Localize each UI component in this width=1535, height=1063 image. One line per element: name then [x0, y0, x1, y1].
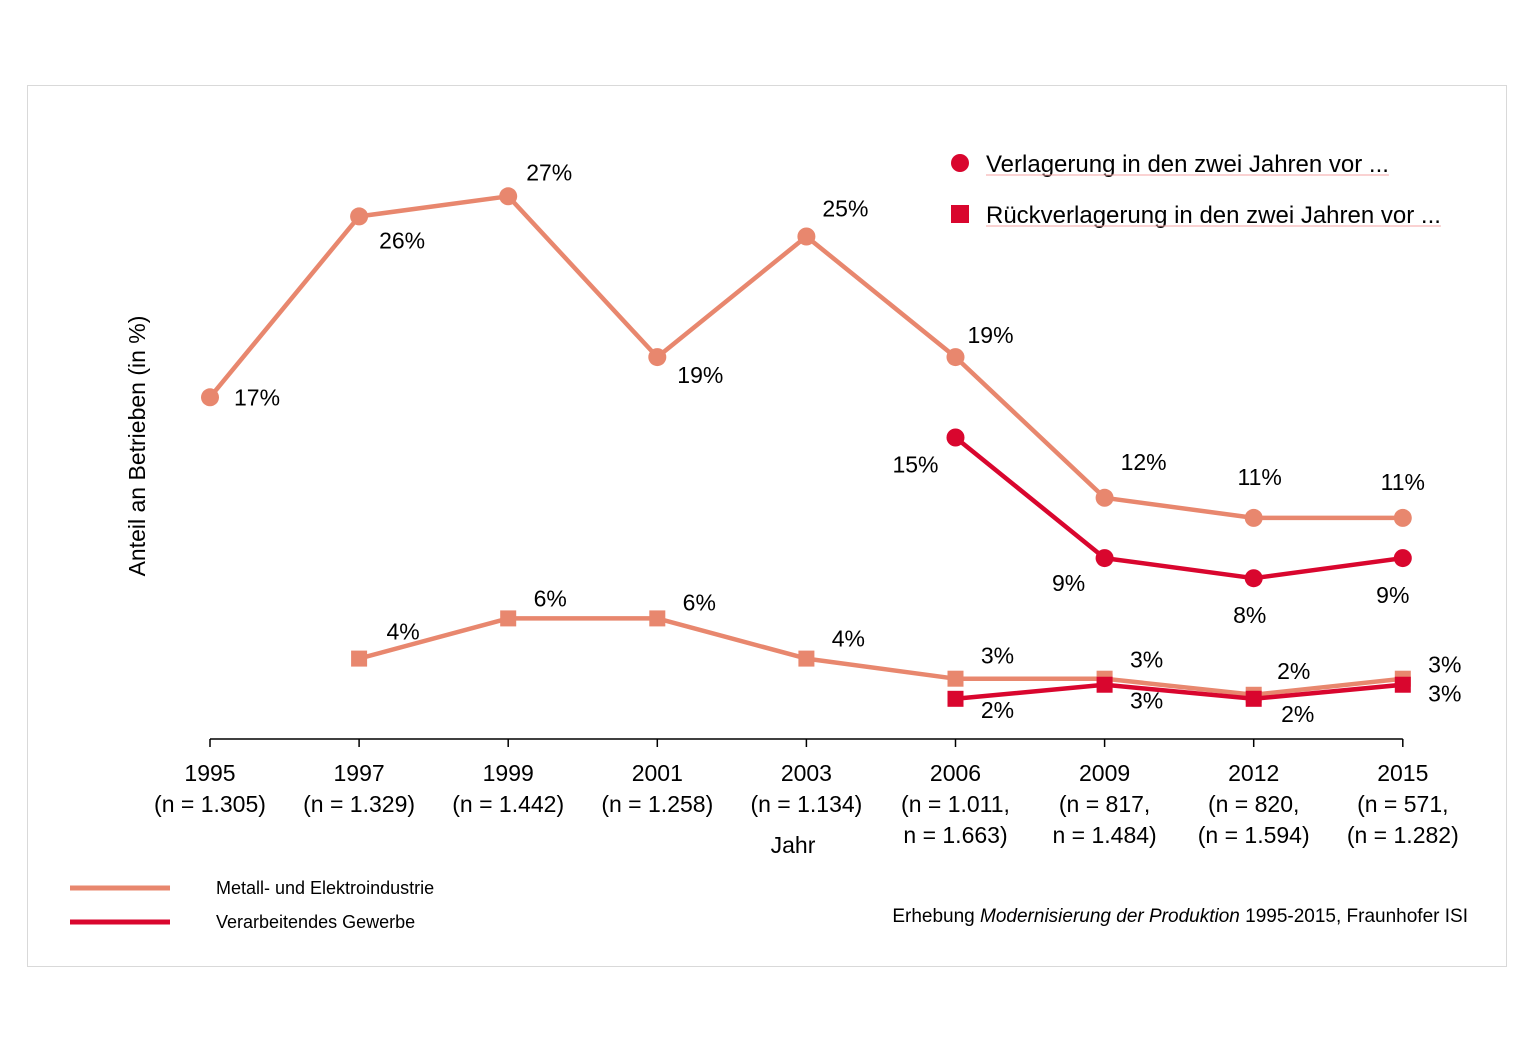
- legend-circle-marker: [951, 154, 969, 172]
- data-label-vg_rueck: 3%: [1130, 688, 1163, 714]
- data-label-me_rueck: 6%: [534, 585, 567, 611]
- x-tick-label: 2003 (n = 1.134): [750, 760, 862, 817]
- data-point-vg_rueck: [947, 690, 964, 707]
- legend-line-label: Verarbeitendes Gewerbe: [216, 912, 415, 932]
- x-tick-label-line: n = 1.663): [903, 822, 1007, 848]
- data-label-vg_verl: 9%: [1052, 570, 1085, 596]
- x-tick-label-line: 2003: [781, 760, 832, 786]
- legend-industries: Metall- und Elektroindustrie Verarbeitend…: [70, 878, 434, 932]
- x-tick-label-line: (n = 1.329): [303, 791, 415, 817]
- x-axis-title: Jahr: [771, 832, 816, 858]
- data-point-vg_rueck: [1245, 690, 1262, 707]
- data-label-me_verl: 19%: [968, 322, 1014, 348]
- x-tick-label: 2006 (n = 1.011, n = 1.663): [901, 760, 1010, 848]
- data-label-me_rueck: 3%: [1428, 652, 1461, 678]
- data-point-me_verl: [1095, 488, 1114, 507]
- data-label-me_verl: 11%: [1381, 469, 1425, 495]
- data-labels: 17% 26% 27% 19% 25% 19% 12% 11% 11% 15% 9% 8% 9% 4% 6%…: [234, 159, 1461, 727]
- x-tick-label-line: 2012: [1228, 760, 1279, 786]
- data-point-vg_verl: [946, 428, 965, 447]
- data-point-vg_rueck: [1096, 676, 1113, 693]
- x-tick-label-line: (n = 1.258): [601, 791, 713, 817]
- y-axis-title: Anteil an Betrieben (in %): [124, 316, 150, 577]
- x-tick-label-line: 2006: [930, 760, 981, 786]
- data-point-me_verl: [1393, 508, 1412, 527]
- data-label-me_rueck: 4%: [386, 619, 419, 645]
- data-label-vg_rueck: 3%: [1428, 681, 1461, 707]
- data-point-me_verl: [350, 207, 369, 226]
- data-point-me_verl: [946, 348, 965, 367]
- x-tick-labels: 1995 (n = 1.305) 1997 (n = 1.329) 1999 (n = 1…: [154, 760, 1459, 848]
- x-tick-label: 2009 (n = 817, n = 1.484): [1052, 760, 1156, 848]
- chart-frame: [27, 85, 1507, 967]
- data-label-me_rueck: 6%: [683, 589, 716, 615]
- series-layer: [201, 187, 1412, 707]
- x-tick-label: 1997 (n = 1.329): [303, 760, 415, 817]
- x-tick-label-line: (n = 1.594): [1198, 822, 1310, 848]
- data-point-me_verl: [648, 348, 667, 367]
- x-tick-label-line: (n = 1.282): [1347, 822, 1459, 848]
- x-axis: [209, 738, 1404, 747]
- legend-marker-label: Rückverlagerung in den zwei Jahren vor .…: [986, 202, 1441, 229]
- x-tick-label-line: (n = 1.305): [154, 791, 266, 817]
- data-point-me_rueck: [500, 610, 517, 627]
- data-point-vg_verl: [1393, 549, 1412, 568]
- series-line-vg_rueck: [955, 682, 1404, 702]
- data-label-me_verl: 11%: [1238, 464, 1282, 490]
- data-label-vg_rueck: 2%: [1281, 701, 1314, 727]
- data-point-vg_verl: [1095, 549, 1114, 568]
- data-point-me_verl: [1244, 508, 1263, 527]
- data-label-me_verl: 12%: [1121, 449, 1167, 475]
- x-tick-label-line: 1997: [334, 760, 385, 786]
- data-label-me_rueck: 3%: [981, 643, 1014, 669]
- data-label-me_rueck: 2%: [1277, 658, 1310, 684]
- x-tick-label-line: (n = 820,: [1208, 791, 1299, 817]
- data-point-vg_verl: [1244, 569, 1263, 588]
- x-tick-label-line: 1999: [483, 760, 534, 786]
- data-label-me_rueck: 3%: [1130, 647, 1163, 673]
- x-tick-label-line: (n = 571,: [1357, 791, 1448, 817]
- data-point-me_verl: [201, 388, 219, 407]
- data-label-me_verl: 26%: [379, 227, 425, 253]
- data-point-vg_rueck: [1394, 676, 1411, 693]
- x-tick-label: 2015 (n = 571, (n = 1.282): [1347, 760, 1459, 848]
- data-point-me_verl: [797, 227, 816, 246]
- data-label-me_verl: 19%: [677, 362, 723, 388]
- legend-marker-label: Verlagerung in den zwei Jahren vor ...: [986, 151, 1389, 178]
- data-label-vg_verl: 15%: [892, 452, 938, 478]
- series-line-me_rueck: [358, 616, 1404, 698]
- data-label-vg_verl: 9%: [1376, 582, 1409, 608]
- data-point-me_rueck: [649, 610, 666, 627]
- x-tick-label: 1999 (n = 1.442): [452, 760, 564, 817]
- x-tick-label-line: (n = 1.011,: [901, 791, 1010, 817]
- x-tick-label-line: (n = 1.134): [750, 791, 862, 817]
- data-point-me_rueck: [947, 670, 964, 687]
- x-tick-label-line: 1995: [184, 760, 235, 786]
- x-tick-label: 2001 (n = 1.258): [601, 760, 713, 817]
- legend-line-label: Metall- und Elektroindustrie: [216, 878, 434, 898]
- data-label-vg_rueck: 2%: [981, 697, 1014, 723]
- source-note: Erhebung Modernisierung der Produktion 1…: [892, 906, 1468, 927]
- x-tick-label-line: 2015: [1377, 760, 1428, 786]
- legend-square-marker: [951, 205, 969, 223]
- x-tick-label-line: 2001: [632, 760, 683, 786]
- data-point-me_rueck: [351, 650, 368, 667]
- x-tick-label: 2012 (n = 820, (n = 1.594): [1198, 760, 1310, 848]
- x-tick-label-line: (n = 1.442): [452, 791, 564, 817]
- data-label-me_verl: 27%: [526, 159, 572, 185]
- x-tick-label-line: n = 1.484): [1052, 822, 1156, 848]
- x-tick-label: 1995 (n = 1.305): [154, 760, 266, 817]
- series-line-vg_verl: [954, 435, 1404, 581]
- data-label-me_rueck: 4%: [832, 626, 865, 652]
- legend-markers: Verlagerung in den zwei Jahren vor ... Rü…: [951, 151, 1441, 229]
- data-point-me_rueck: [798, 650, 815, 667]
- x-tick-label-line: (n = 817,: [1059, 791, 1150, 817]
- data-label-me_verl: 17%: [234, 384, 280, 410]
- x-tick-label-line: 2009: [1079, 760, 1130, 786]
- data-point-me_verl: [499, 187, 518, 206]
- data-label-vg_verl: 8%: [1233, 602, 1266, 628]
- data-label-me_verl: 25%: [822, 196, 868, 222]
